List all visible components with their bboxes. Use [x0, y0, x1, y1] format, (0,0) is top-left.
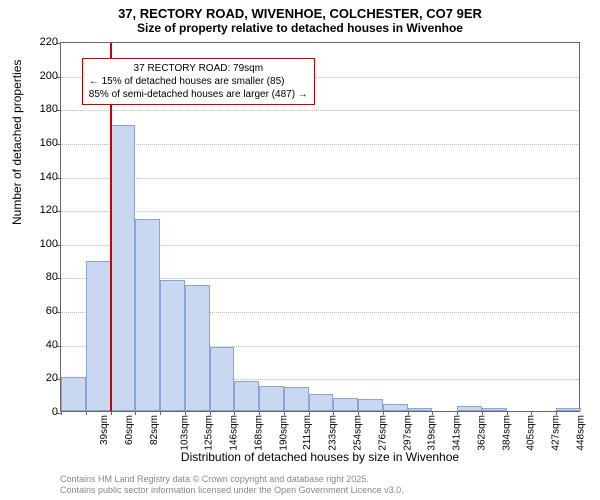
x-tick-label: 82sqm: [149, 415, 160, 445]
x-tick-label: 362sqm: [476, 415, 487, 451]
gridline: [61, 211, 579, 212]
histogram-bar: [556, 408, 581, 411]
x-tick-mark: [432, 411, 433, 415]
y-tick-label: 20: [28, 372, 58, 384]
histogram-bar: [457, 406, 482, 411]
x-tick-mark: [556, 411, 557, 415]
x-tick-label: 341sqm: [452, 415, 463, 451]
chart-title-main: 37, RECTORY ROAD, WIVENHOE, COLCHESTER, …: [0, 0, 600, 21]
x-tick-mark: [358, 411, 359, 415]
x-tick-mark: [111, 411, 112, 415]
x-tick-label: 254sqm: [353, 415, 364, 451]
x-tick-mark: [185, 411, 186, 415]
x-tick-mark: [210, 411, 211, 415]
chart-footer: Contains HM Land Registry data © Crown c…: [60, 474, 404, 496]
gridline: [61, 110, 579, 111]
x-tick-mark: [160, 411, 161, 415]
histogram-bar: [284, 387, 309, 411]
histogram-bar: [135, 219, 160, 411]
y-tick-label: 60: [28, 305, 58, 317]
histogram-bar: [160, 280, 185, 411]
annotation-line: 85% of semi-detached houses are larger (…: [89, 88, 308, 101]
footer-line1: Contains HM Land Registry data © Crown c…: [60, 474, 404, 485]
annotation-box: 37 RECTORY ROAD: 79sqm← 15% of detached …: [82, 58, 315, 105]
x-tick-mark: [383, 411, 384, 415]
y-tick-label: 180: [28, 103, 58, 115]
x-tick-mark: [531, 411, 532, 415]
histogram-bar: [210, 347, 235, 411]
x-tick-mark: [284, 411, 285, 415]
y-tick-label: 100: [28, 238, 58, 250]
x-tick-label: 427sqm: [551, 415, 562, 451]
x-tick-label: 60sqm: [124, 415, 135, 445]
gridline: [61, 178, 579, 179]
y-tick-label: 80: [28, 271, 58, 283]
x-tick-label: 448sqm: [575, 415, 586, 451]
histogram-bar: [111, 125, 136, 411]
x-tick-label: 146sqm: [229, 415, 240, 451]
x-tick-mark: [507, 411, 508, 415]
histogram-bar: [333, 398, 358, 411]
x-tick-mark: [333, 411, 334, 415]
chart-title-sub: Size of property relative to detached ho…: [0, 21, 600, 39]
y-tick-label: 140: [28, 171, 58, 183]
gridline: [61, 144, 579, 145]
x-axis-label: Distribution of detached houses by size …: [60, 450, 580, 464]
y-tick-label: 0: [28, 406, 58, 418]
histogram-bar: [185, 285, 210, 411]
histogram-bar: [408, 408, 433, 411]
x-tick-label: 211sqm: [302, 415, 313, 450]
y-tick-label: 160: [28, 137, 58, 149]
histogram-bar: [61, 377, 86, 411]
histogram-bar: [259, 386, 284, 411]
x-tick-label: 297sqm: [402, 415, 413, 451]
x-tick-label: 384sqm: [501, 415, 512, 451]
annotation-line: ← 15% of detached houses are smaller (85…: [89, 75, 308, 88]
x-tick-label: 276sqm: [377, 415, 388, 451]
histogram-bar: [234, 381, 259, 411]
x-tick-mark: [135, 411, 136, 415]
x-tick-mark: [259, 411, 260, 415]
x-tick-mark: [86, 411, 87, 415]
y-tick-label: 220: [28, 36, 58, 48]
x-tick-mark: [234, 411, 235, 415]
histogram-bar: [383, 404, 408, 411]
x-tick-label: 39sqm: [99, 415, 110, 445]
x-tick-label: 405sqm: [526, 415, 537, 451]
x-tick-label: 319sqm: [427, 415, 438, 451]
y-tick-label: 120: [28, 204, 58, 216]
x-tick-label: 190sqm: [278, 415, 289, 451]
x-tick-mark: [408, 411, 409, 415]
x-tick-label: 168sqm: [254, 415, 265, 451]
histogram-bar: [482, 408, 507, 411]
plot-area: 39sqm60sqm82sqm103sqm125sqm146sqm168sqm1…: [60, 42, 580, 412]
histogram-bar: [358, 399, 383, 411]
x-tick-mark: [309, 411, 310, 415]
y-axis-label: Number of detached properties: [10, 60, 24, 225]
x-tick-label: 103sqm: [179, 415, 190, 451]
footer-line2: Contains public sector information licen…: [60, 485, 404, 496]
x-tick-label: 125sqm: [204, 415, 215, 451]
x-tick-mark: [61, 411, 62, 415]
annotation-line: 37 RECTORY ROAD: 79sqm: [89, 62, 308, 75]
histogram-bar: [309, 394, 334, 411]
y-tick-label: 40: [28, 339, 58, 351]
y-tick-label: 200: [28, 70, 58, 82]
histogram-bar: [86, 261, 111, 411]
x-tick-label: 233sqm: [328, 415, 339, 451]
x-tick-mark: [482, 411, 483, 415]
x-tick-mark: [457, 411, 458, 415]
